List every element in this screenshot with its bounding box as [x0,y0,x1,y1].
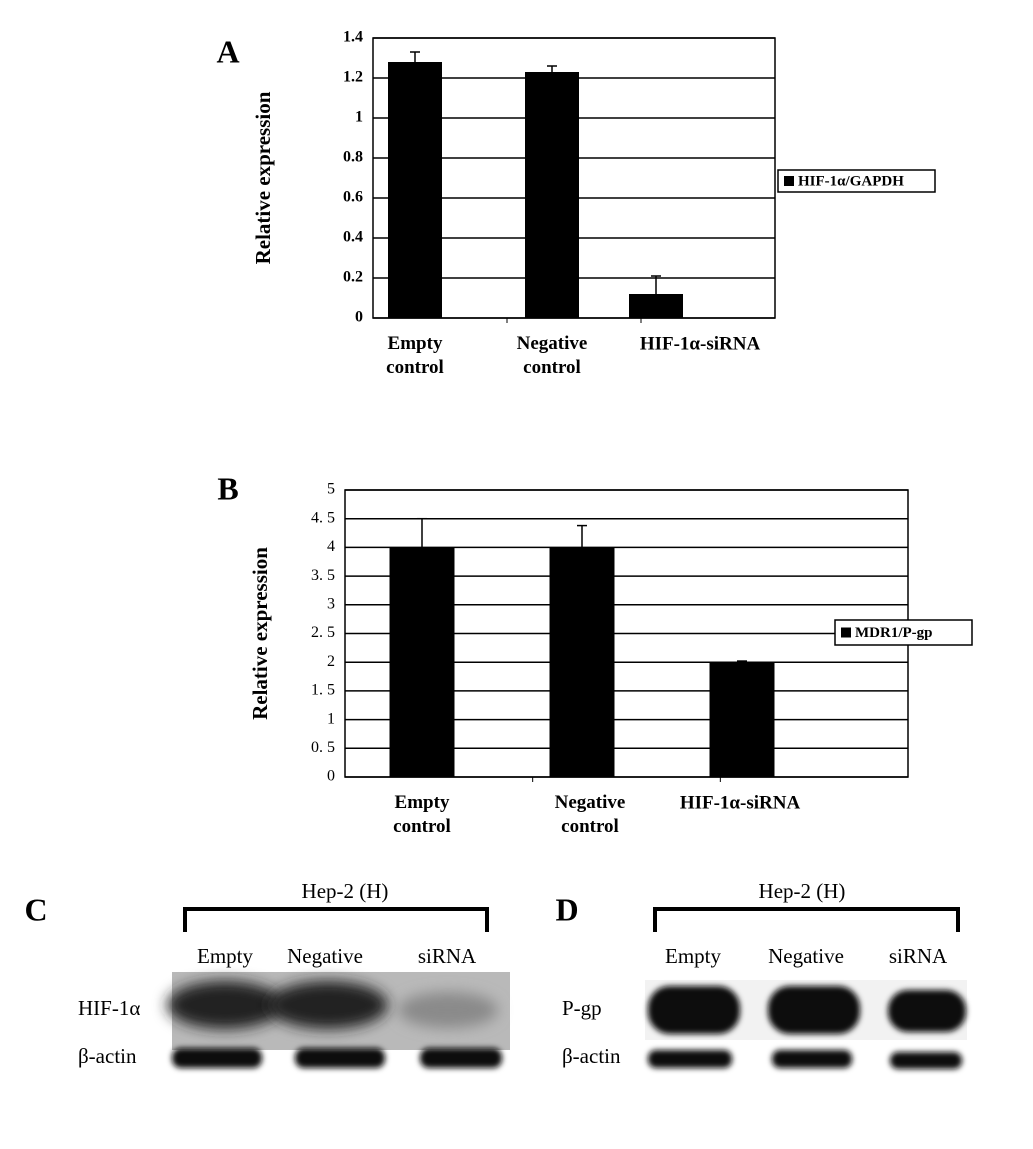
bar [549,547,615,777]
x-tick-label: Empty control [393,792,451,837]
lane-label: Empty [197,944,253,968]
row-label: P-gp [562,996,602,1020]
y-tick-label: 1.4 [343,29,363,46]
lane-bracket [653,907,960,932]
y-tick-label: 0.4 [343,229,363,246]
bar [709,662,775,777]
legend-box [834,619,973,646]
bar [389,547,455,777]
legend-box [777,169,936,193]
lane-bracket [183,907,489,932]
bar [388,62,442,318]
bar [525,72,579,318]
legend-label: HIF-1α/GAPDH [798,173,904,189]
y-tick-label: 4 [327,538,335,555]
y-axis-label: Relative expression [251,91,275,264]
y-tick-label: 0.2 [343,269,363,286]
y-tick-label: 1.2 [343,69,363,86]
y-tick-label: 4. 5 [311,509,335,526]
y-tick-label: 0.6 [343,189,363,206]
row-label: HIF-1α [78,996,140,1020]
bar [629,294,683,318]
x-tick-label: HIF-1α-siRNA [680,792,801,813]
panel-letter: C [24,891,47,927]
y-tick-label: 0 [355,309,363,326]
y-tick-label: 0 [327,768,335,785]
y-tick-label: 3 [327,595,335,612]
row-label: β-actin [562,1044,621,1068]
row-label: β-actin [78,1044,137,1068]
legend-swatch [841,627,851,638]
y-tick-label: 0. 5 [311,739,335,756]
x-tick-label: Negative control [517,333,588,378]
panel-letter: B [217,470,238,506]
y-tick-label: 0.8 [343,149,363,166]
legend-label: MDR1/P-gp [855,625,933,641]
x-tick-label: HIF-1α-siRNA [640,333,761,354]
cell-line-label: Hep-2 (H) [302,879,389,903]
y-tick-label: 1 [355,109,363,126]
x-tick-label: Empty control [386,333,444,378]
blot-c-image [167,972,510,1068]
lane-label: Empty [665,944,721,968]
lane-label: Negative [768,944,844,968]
y-tick-label: 1 [327,710,335,727]
y-tick-label: 2. 5 [311,624,335,641]
blot-d-image [645,980,967,1069]
lane-label: siRNA [889,944,948,968]
y-tick-label: 5 [327,481,335,498]
y-axis-label: Relative expression [248,547,272,720]
y-tick-label: 1. 5 [311,682,335,699]
x-tick-label: Negative control [555,792,626,837]
panel-letter: A [216,33,239,69]
legend-swatch [784,176,794,186]
y-tick-label: 3. 5 [311,567,335,584]
lane-label: siRNA [418,944,477,968]
panel-letter: D [555,891,578,927]
lane-label: Negative [287,944,363,968]
cell-line-label: Hep-2 (H) [759,879,846,903]
y-tick-label: 2 [327,653,335,670]
